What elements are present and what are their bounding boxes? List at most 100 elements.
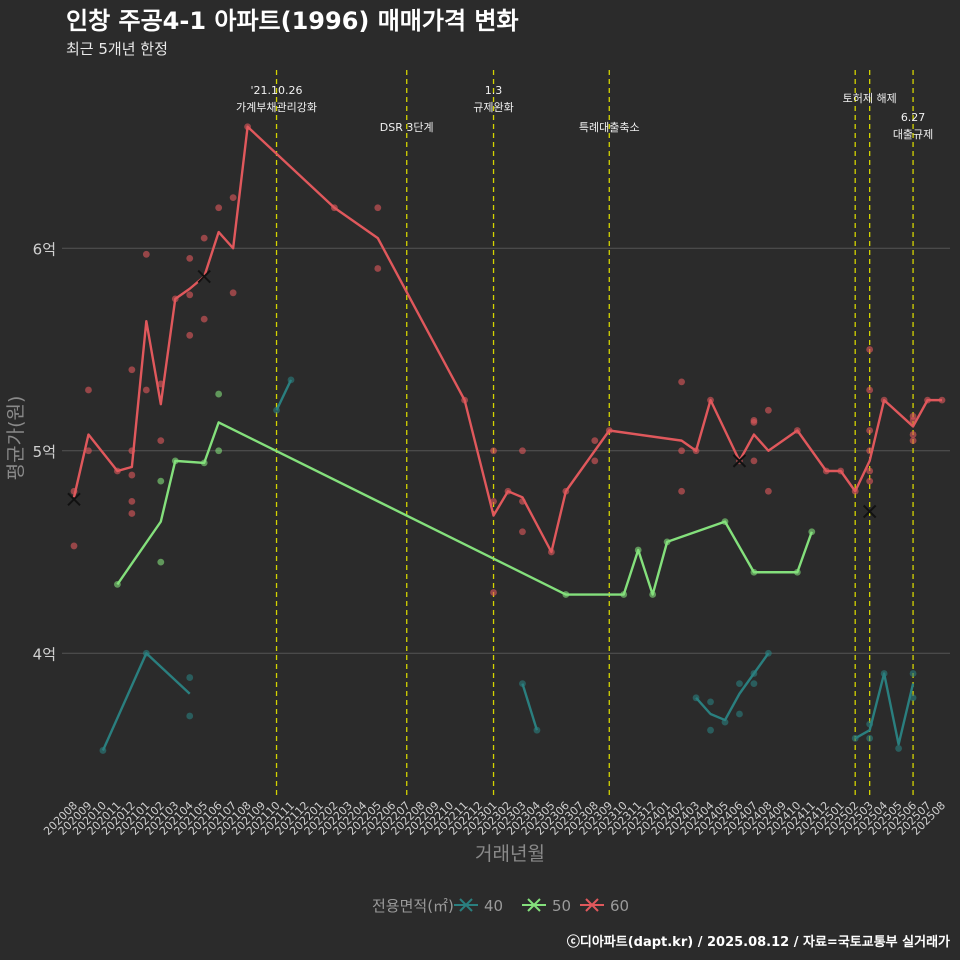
data-point [909, 431, 917, 438]
policy-annotation: 규제완화 [473, 101, 513, 114]
data-point [215, 204, 223, 212]
data-point [85, 386, 92, 394]
data-point [866, 734, 874, 742]
grid [62, 247, 950, 654]
data-point [128, 366, 136, 374]
legend-label: 50 [552, 897, 571, 915]
legend-label: 40 [484, 897, 503, 915]
legend: 전용면적(㎡) 40 50 60 [372, 897, 629, 915]
data-point [215, 447, 223, 455]
policy-annotation: 6.27 [901, 111, 926, 124]
data-point [678, 378, 685, 386]
y-axis-label: 평균가(원) [5, 396, 27, 481]
chart-subtitle: 최근 5개년 한정 [66, 40, 168, 58]
policy-annotation: DSR 3단계 [380, 121, 434, 134]
cross-marker [732, 454, 747, 468]
data-point [591, 457, 599, 465]
data-point [866, 346, 874, 353]
data-point [678, 447, 685, 455]
policy-annotation: 토허제 해제 [843, 91, 897, 105]
data-point [707, 726, 714, 734]
data-point [866, 467, 874, 475]
series-line [695, 652, 770, 722]
series-group [67, 123, 946, 754]
data-point [895, 745, 902, 752]
data-point [157, 477, 165, 485]
series-60 [67, 123, 946, 596]
data-point [490, 447, 497, 455]
policy-annotation: 1.3 [485, 84, 503, 97]
series-50 [114, 390, 816, 598]
data-point [186, 291, 194, 299]
data-point [750, 457, 758, 465]
series-line [101, 652, 191, 751]
data-point [142, 250, 150, 258]
y-axis-ticks: 4억 5억 6억 [33, 240, 56, 663]
caption: ⓒ디아파트(dapt.kr) / 2025.08.12 / 자료=국토교통부 실… [567, 934, 950, 950]
data-point [186, 254, 194, 262]
data-point [70, 542, 78, 550]
data-point [519, 528, 526, 536]
data-point [909, 670, 917, 677]
policy-annotation: 대출규제 [893, 128, 933, 141]
data-point [186, 674, 194, 681]
data-point [374, 265, 382, 272]
x-axis-label: 거래년월 [475, 843, 545, 865]
policy-annotation: '21.10.26 [251, 84, 303, 97]
x-axis-ticks: 2020082020092020102020112020122021012021… [41, 799, 948, 838]
data-point [85, 447, 92, 455]
data-point [765, 487, 772, 495]
data-point [490, 589, 497, 596]
data-point [591, 437, 599, 445]
data-point [765, 406, 772, 414]
data-point [157, 437, 165, 445]
cross-marker [67, 492, 81, 507]
data-point [909, 694, 917, 702]
data-point [229, 194, 237, 202]
series-line [854, 672, 915, 746]
data-point [128, 497, 136, 505]
y-tick-label: 4억 [33, 645, 56, 663]
legend-key-marker [459, 898, 473, 912]
legend-key-marker [527, 898, 541, 912]
data-point [142, 386, 150, 394]
data-point [678, 487, 685, 495]
data-point [707, 698, 714, 706]
series-line [521, 683, 539, 731]
data-point [736, 680, 743, 688]
data-point [128, 510, 136, 517]
data-point [866, 477, 874, 485]
cross-marker [197, 269, 211, 284]
data-point [374, 204, 382, 212]
data-point [229, 289, 237, 297]
legend-key-marker [585, 898, 599, 912]
policy-annotation: 가계부채관리강화 [236, 101, 317, 114]
data-point [866, 427, 874, 434]
data-point [157, 558, 165, 566]
data-point [909, 437, 917, 445]
data-point [490, 497, 497, 505]
data-point [519, 447, 526, 455]
data-point [128, 471, 136, 479]
series-line [275, 379, 293, 411]
data-point [909, 412, 917, 420]
data-point [200, 234, 208, 242]
chart-title: 인창 주공4-1 아파트(1996) 매매가격 변화 [66, 7, 519, 35]
data-point [215, 390, 223, 398]
data-point [736, 710, 743, 718]
series-40 [99, 376, 917, 754]
data-point [750, 680, 758, 688]
data-point [186, 712, 194, 720]
data-point [200, 315, 208, 323]
y-tick-label: 6억 [33, 240, 56, 258]
y-tick-label: 5억 [33, 443, 56, 461]
cross-marker [862, 504, 877, 519]
series-line [116, 421, 813, 596]
data-point [186, 331, 194, 339]
policy-annotation: 특례대출축소 [579, 121, 640, 134]
data-point [750, 419, 758, 426]
data-point [866, 386, 874, 394]
legend-title: 전용면적(㎡) [372, 897, 454, 915]
